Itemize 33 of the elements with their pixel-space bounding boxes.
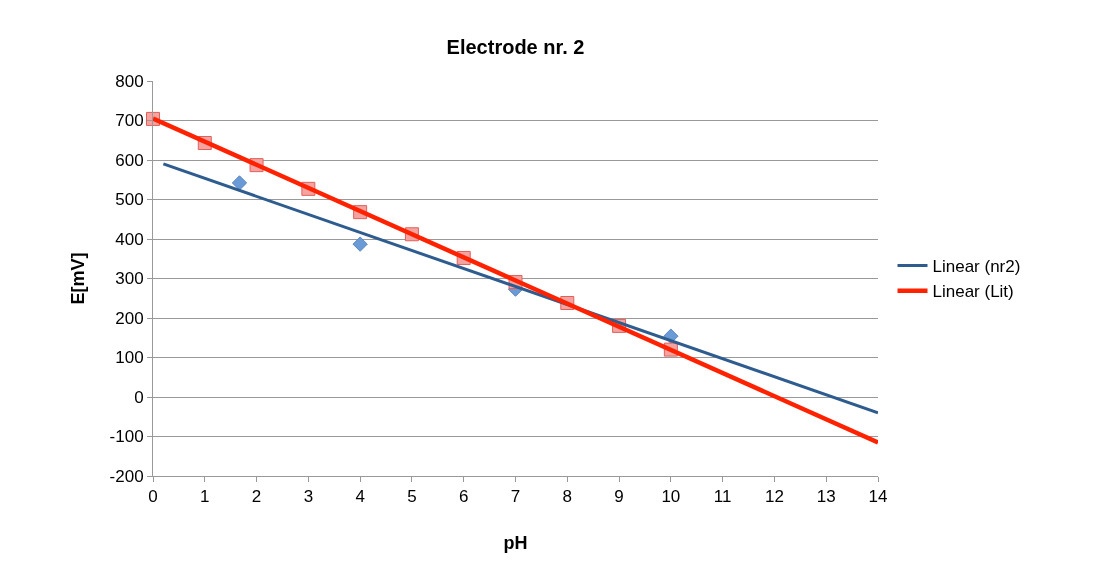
y-tick-label: 0: [134, 387, 144, 407]
x-tick-label: 9: [614, 487, 624, 507]
y-tick-label: 100: [115, 348, 144, 368]
x-tick-label: 8: [562, 487, 573, 507]
y-tick-label: -100: [109, 427, 144, 447]
chart-title: Electrode nr. 2: [446, 36, 585, 59]
y-tick-label: 200: [115, 308, 144, 328]
y-tick-label: 600: [115, 150, 144, 170]
y-tick-label: -200: [109, 466, 144, 486]
x-tick-label: 1: [200, 487, 210, 507]
x-tick-label: 3: [303, 487, 314, 507]
x-tick-label: 13: [816, 487, 836, 507]
x-tick-label: 4: [355, 487, 365, 507]
point: [231, 175, 248, 191]
y-tick-label: 800: [115, 71, 144, 91]
x-tick-label: 7: [510, 487, 521, 507]
y-tick-label: 500: [115, 190, 144, 210]
x-tick-label: 2: [251, 487, 262, 507]
y-axis-title: E[mV]: [67, 252, 88, 305]
x-tick-label: 14: [868, 487, 888, 507]
x-tick-label: 5: [407, 487, 417, 507]
legend-label: Linear (nr2): [932, 257, 1021, 277]
x-tick-label: 11: [713, 487, 732, 507]
y-tick-label: 700: [115, 111, 144, 131]
x-tick-label: 10: [661, 487, 681, 507]
point: [352, 236, 368, 252]
legend-label: Linear (Lit): [932, 282, 1014, 302]
x-axis-title: pH: [503, 532, 528, 553]
x-tick-label: 0: [148, 487, 158, 507]
y-tick-label: 300: [115, 269, 144, 289]
y-tick-label: 400: [115, 229, 144, 249]
x-tick-label: 12: [764, 487, 784, 507]
x-tick-label: 6: [458, 487, 469, 507]
